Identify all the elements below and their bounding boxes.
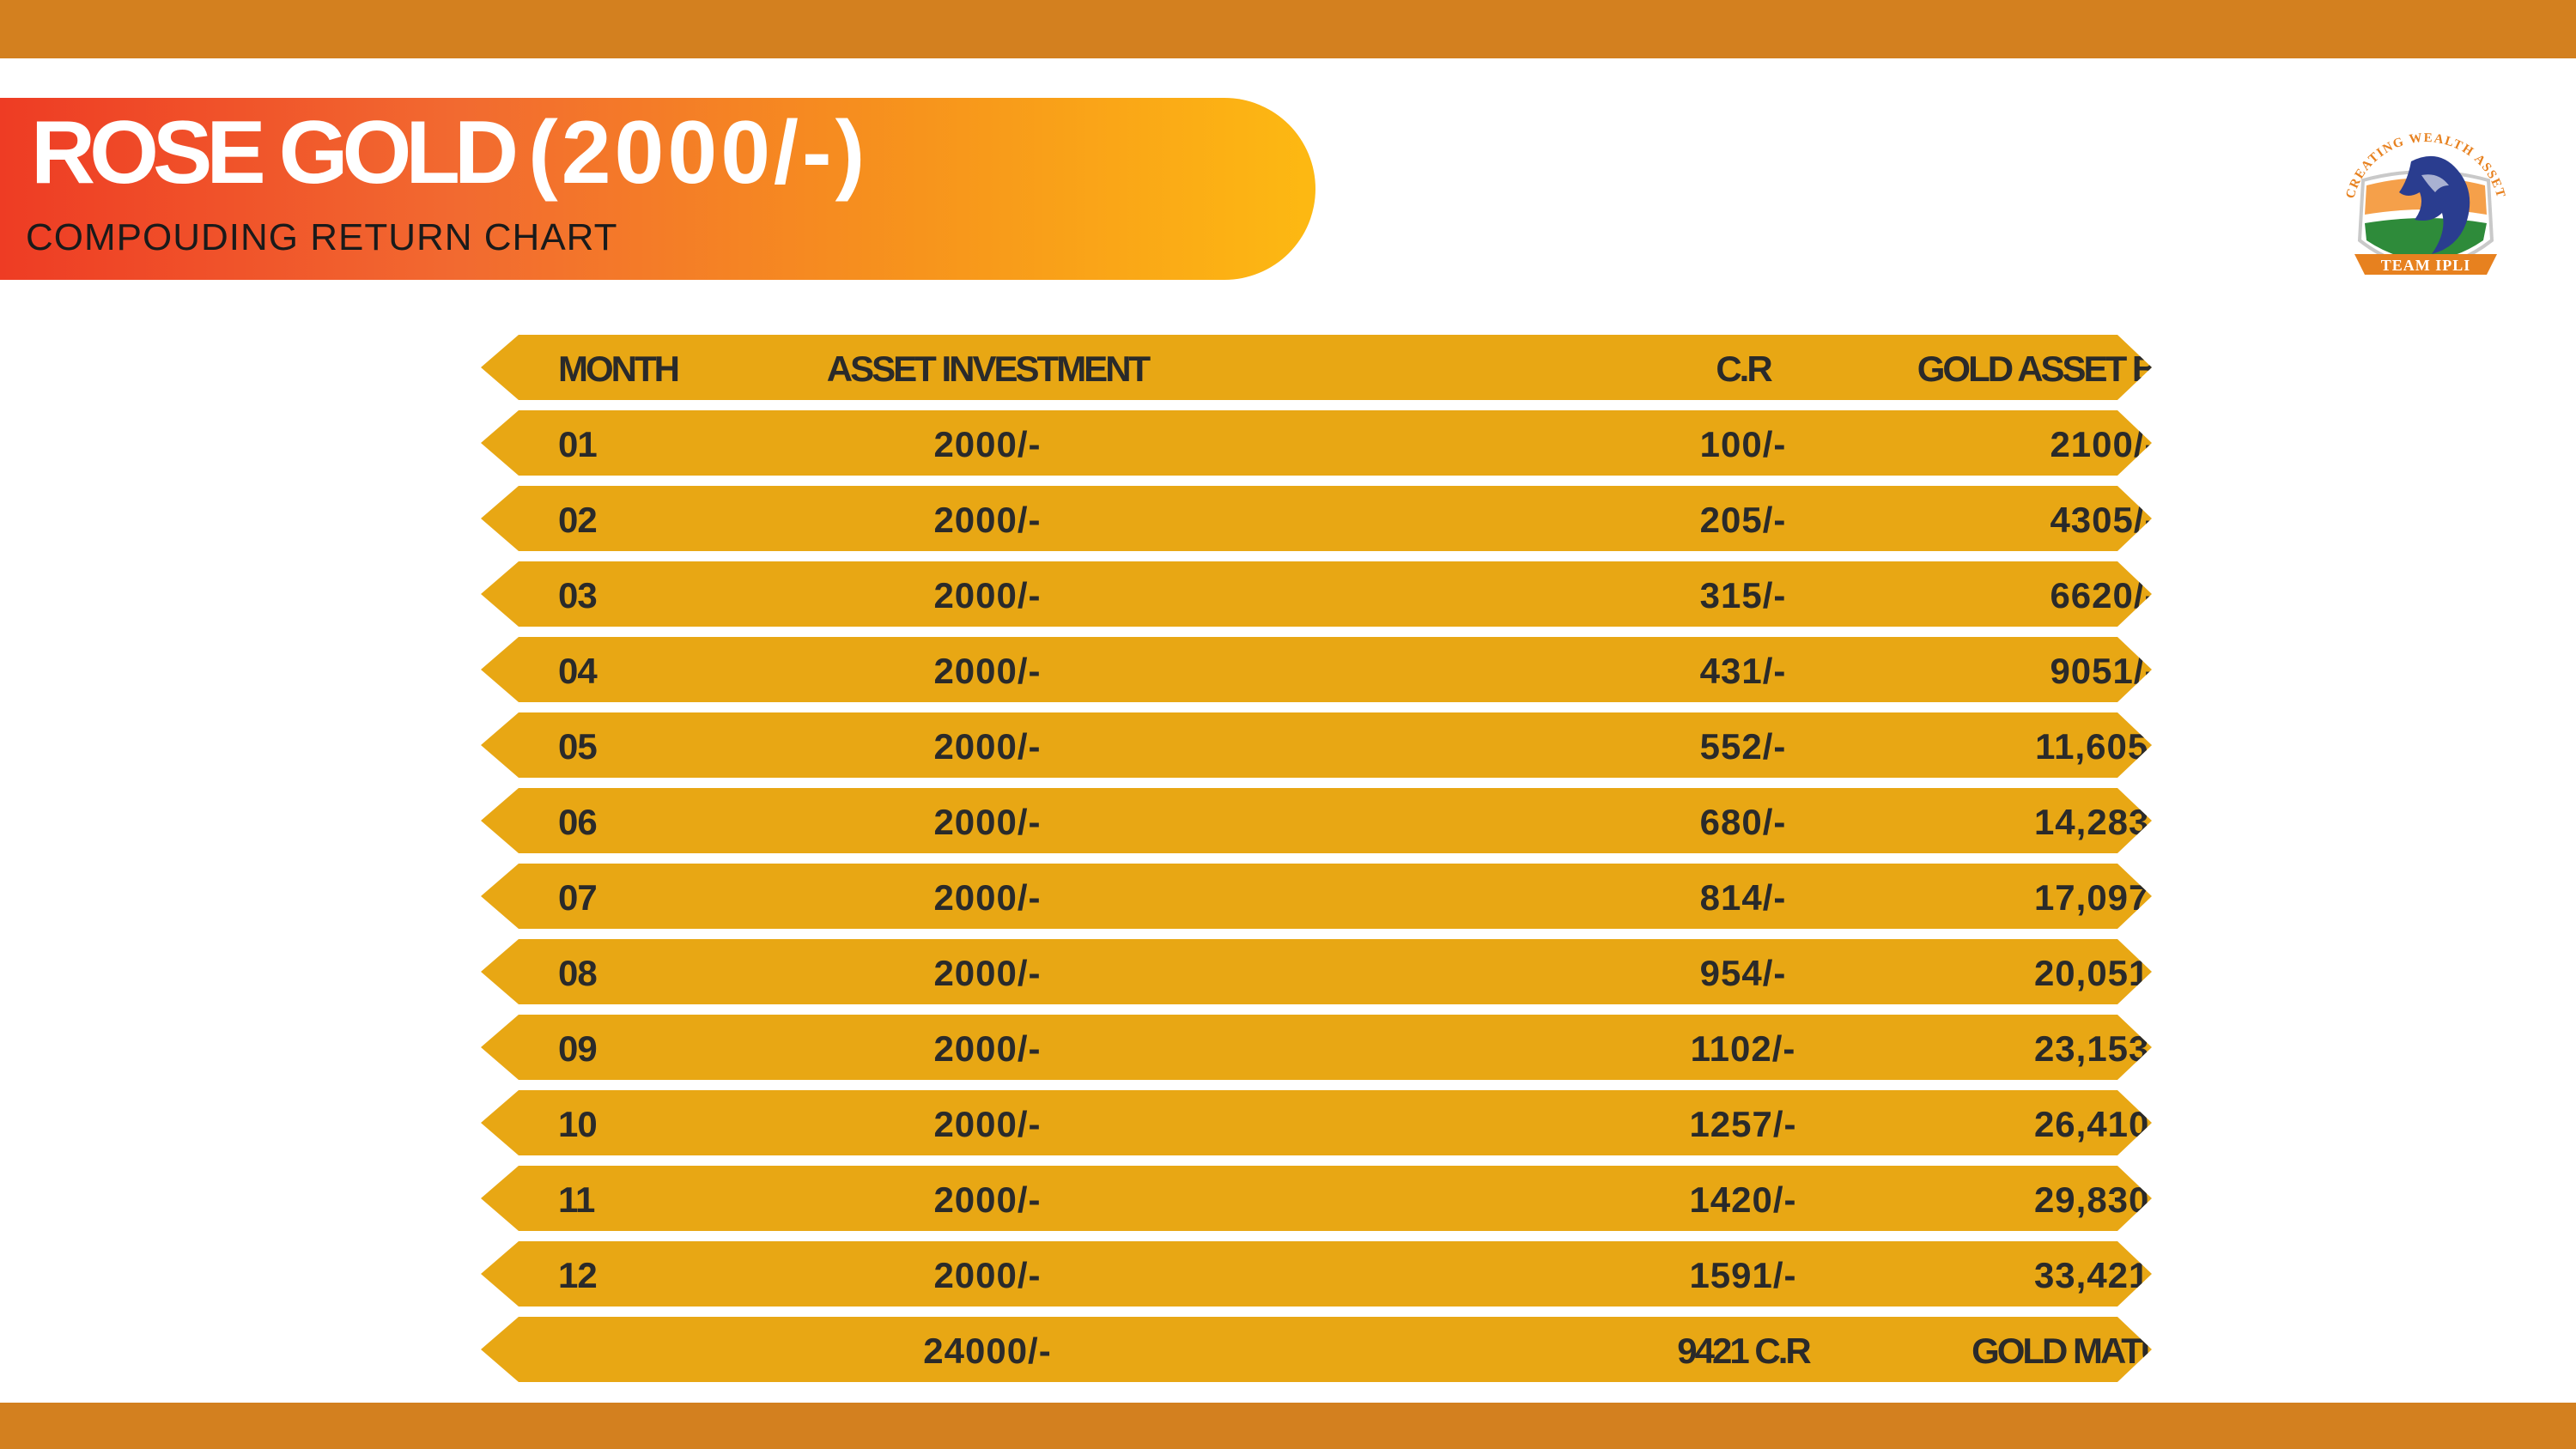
cr-cell: 315/- — [1699, 575, 1787, 615]
cr-cell: 814/- — [1699, 877, 1787, 918]
cr-cell: 1102/- — [1690, 1028, 1796, 1069]
month-cell: 05 — [558, 726, 598, 767]
col-header-asset-investment: ASSET INVESTMENT — [826, 349, 1151, 389]
table-row: 08 2000/- 954/- 20,051/- — [481, 939, 2152, 1004]
investment-cell: 2000/- — [933, 1179, 1042, 1220]
month-cell: 10 — [558, 1104, 598, 1144]
table-row: 12 2000/- 1591/- 33,421/- — [481, 1241, 2152, 1307]
cr-cell: 680/- — [1699, 802, 1787, 842]
investment-cell: 2000/- — [933, 802, 1042, 842]
cr-cell: 954/- — [1699, 953, 1787, 993]
balance-cell: 33,421/- — [2033, 1255, 2174, 1295]
cr-cell: 1257/- — [1689, 1104, 1797, 1144]
balance-cell: 2100/- — [2050, 424, 2158, 464]
page-title: ROSE GOLD (2000/-) — [31, 108, 868, 197]
investment-cell: 2000/- — [933, 1255, 1042, 1295]
balance-cell: 29,830/- — [2033, 1179, 2174, 1220]
balance-cell: 20,051/- — [2033, 953, 2174, 993]
investment-cell: 2000/- — [933, 424, 1042, 464]
cr-cell: 552/- — [1699, 726, 1787, 767]
cr-cell: 1591/- — [1689, 1255, 1797, 1295]
team-ipli-lion-logo: CREATING WEALTH ASSET TEAM IPLI — [2343, 131, 2506, 275]
bottom-accent-bar — [0, 1403, 2576, 1449]
title-text: ROSE GOLD — [31, 103, 519, 203]
cr-cell: 100/- — [1699, 424, 1787, 464]
page-subtitle: COMPOUDING RETURN CHART — [26, 216, 618, 258]
investment-cell: 2000/- — [933, 575, 1042, 615]
table-row: 07 2000/- 814/- 17,097/- — [481, 864, 2152, 929]
balance-cell: 17,097/- — [2033, 877, 2174, 918]
month-cell: 08 — [558, 953, 598, 993]
balance-cell: 4305/- — [2050, 500, 2158, 540]
balance-cell: 6620/- — [2050, 575, 2158, 615]
cr-cell: 431/- — [1699, 651, 1787, 691]
title-amount: (2000/-) — [528, 103, 869, 203]
month-cell: 09 — [558, 1028, 598, 1069]
month-cell: 06 — [558, 802, 598, 842]
table-row: 11 2000/- 1420/- 29,830/- — [481, 1166, 2152, 1231]
investment-cell: 2000/- — [933, 726, 1042, 767]
month-cell: 02 — [558, 500, 598, 540]
top-accent-bar — [0, 0, 2576, 58]
cr-cell: 205/- — [1699, 500, 1787, 540]
investment-cell: 2000/- — [933, 651, 1042, 691]
month-cell: 04 — [558, 651, 598, 691]
col-header-month: MONTH — [558, 349, 680, 389]
table-totals-row: 24000/- 9421 C.R GOLD MATURITY — [481, 1317, 2152, 1382]
total-investment-cell: 24000/- — [923, 1331, 1052, 1371]
table-row: 06 2000/- 680/- 14,283/- — [481, 788, 2152, 853]
table-header-row: MONTH ASSET INVESTMENT C.R GOLD ASSET BA… — [481, 335, 2152, 400]
investment-cell: 2000/- — [933, 877, 1042, 918]
col-header-cr: C.R — [1716, 349, 1772, 389]
investment-cell: 2000/- — [933, 1028, 1042, 1069]
cr-cell: 1420/- — [1689, 1179, 1797, 1220]
title-banner — [0, 98, 1315, 280]
balance-cell: 26,410/- — [2033, 1104, 2174, 1144]
month-cell: 03 — [558, 575, 598, 615]
investment-cell: 2000/- — [933, 1104, 1042, 1144]
table-row: 10 2000/- 1257/- 26,410/- — [481, 1090, 2152, 1155]
balance-cell: 9051/- — [2050, 651, 2158, 691]
gold-maturity-cell: GOLD MATURITY — [1971, 1331, 2236, 1371]
table-row: 09 2000/- 1102/- 23,153/- — [481, 1015, 2152, 1080]
month-cell: 07 — [558, 877, 598, 918]
balance-cell: 11,605/- — [2035, 726, 2172, 767]
col-header-gold-asset-balance: GOLD ASSET BALANCE — [1917, 349, 2291, 389]
balance-cell: 14,283/- — [2033, 802, 2174, 842]
investment-cell: 2000/- — [933, 500, 1042, 540]
total-cr-cell: 9421 C.R — [1677, 1331, 1811, 1371]
table-row: 05 2000/- 552/- 11,605/- — [481, 712, 2152, 778]
table-row: 01 2000/- 100/- 2100/- — [481, 410, 2152, 476]
month-cell: 11 — [558, 1179, 595, 1220]
month-cell: 12 — [558, 1255, 598, 1295]
table-row: 03 2000/- 315/- 6620/- — [481, 561, 2152, 627]
table-row: 02 2000/- 205/- 4305/- — [481, 486, 2152, 551]
table-row: 04 2000/- 431/- 9051/- — [481, 637, 2152, 702]
investment-cell: 2000/- — [933, 953, 1042, 993]
month-cell: 01 — [558, 424, 598, 464]
balance-cell: 23,153/- — [2033, 1028, 2174, 1069]
logo-ribbon-text: TEAM IPLI — [2381, 257, 2471, 274]
